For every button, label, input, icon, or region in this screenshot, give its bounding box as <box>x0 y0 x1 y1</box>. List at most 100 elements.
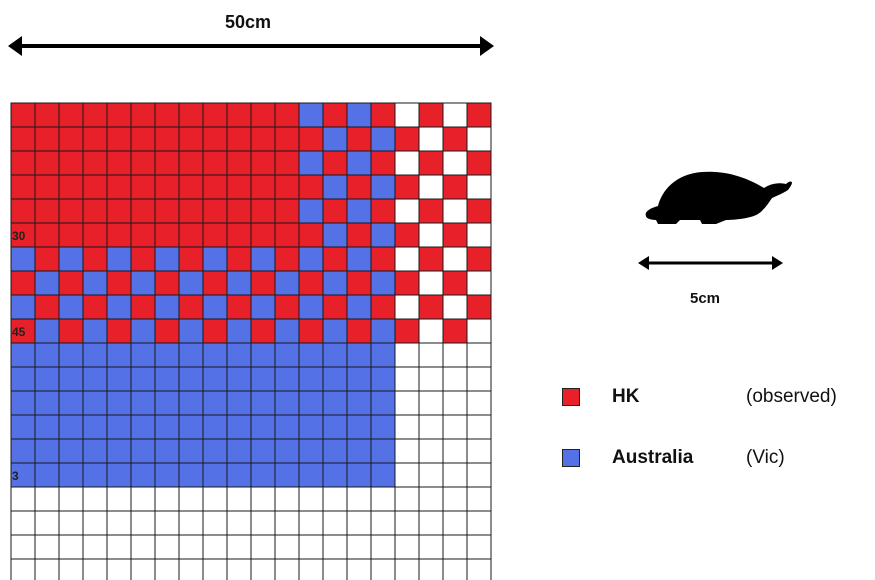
grid-cell <box>178 558 204 580</box>
grid-cell <box>34 150 60 176</box>
grid-cell <box>322 126 348 152</box>
grid-cell <box>298 222 324 248</box>
grid-cell <box>154 390 180 416</box>
grid-cell <box>346 222 372 248</box>
grid-cell <box>34 558 60 580</box>
grid-cell <box>418 270 444 296</box>
grid-cell <box>202 102 228 128</box>
grid-cell <box>346 438 372 464</box>
grid-cell <box>274 558 300 580</box>
grid-cell <box>322 270 348 296</box>
grid-cell <box>370 318 396 344</box>
grid-cell <box>370 414 396 440</box>
grid-cell <box>418 510 444 536</box>
grid-cell <box>106 270 132 296</box>
grid-cell <box>298 462 324 488</box>
grid-cell <box>226 534 252 560</box>
grid-cell <box>418 102 444 128</box>
grid-cell <box>298 486 324 512</box>
grid-cell <box>10 390 36 416</box>
grid-cell <box>370 366 396 392</box>
grid-cell <box>34 294 60 320</box>
grid-cell <box>298 534 324 560</box>
grid-cell <box>274 366 300 392</box>
grid-cell <box>394 414 420 440</box>
grid-cell <box>418 246 444 272</box>
legend-hk-note: (observed) <box>746 386 837 407</box>
grid-cell <box>466 102 492 128</box>
grid-cell <box>298 558 324 580</box>
grid-cell <box>322 102 348 128</box>
turtle-measure-arrow <box>638 256 783 270</box>
grid-cell <box>466 462 492 488</box>
grid-cell <box>250 270 276 296</box>
grid-cell <box>250 246 276 272</box>
grid-cell <box>202 294 228 320</box>
grid-cell <box>442 414 468 440</box>
grid-cell <box>442 222 468 248</box>
grid-cell <box>394 534 420 560</box>
grid-cell <box>106 438 132 464</box>
grid-cell <box>346 246 372 272</box>
grid-cell <box>466 342 492 368</box>
grid-cell <box>82 510 108 536</box>
grid-cell <box>274 462 300 488</box>
grid-cell <box>298 126 324 152</box>
grid-cell <box>154 270 180 296</box>
grid-cell <box>346 318 372 344</box>
grid-cell <box>10 270 36 296</box>
grid-cell <box>58 486 84 512</box>
grid-cell <box>322 150 348 176</box>
grid-cell <box>346 174 372 200</box>
grid-cell <box>250 150 276 176</box>
grid-cell <box>394 462 420 488</box>
grid-cell <box>10 510 36 536</box>
grid-cell <box>178 342 204 368</box>
grid-cell <box>298 246 324 272</box>
grid-cell <box>322 318 348 344</box>
grid-cell <box>82 486 108 512</box>
grid-cell <box>106 246 132 272</box>
grid-cell <box>10 174 36 200</box>
grid-cell <box>250 510 276 536</box>
grid-cell <box>82 246 108 272</box>
grid-cell <box>154 414 180 440</box>
grid-cell <box>322 558 348 580</box>
grid-cell <box>202 150 228 176</box>
grid-cell <box>178 486 204 512</box>
grid-cell <box>418 222 444 248</box>
grid-cell <box>442 102 468 128</box>
grid-cell <box>10 198 36 224</box>
grid-cell <box>418 294 444 320</box>
grid-cell <box>58 342 84 368</box>
grid-cell <box>58 438 84 464</box>
grid-cell <box>418 174 444 200</box>
grid-cell <box>34 174 60 200</box>
grid-cell <box>106 102 132 128</box>
grid-cell <box>370 222 396 248</box>
grid-cell <box>346 462 372 488</box>
grid-cell <box>154 150 180 176</box>
grid-cell <box>274 510 300 536</box>
grid-cell <box>466 222 492 248</box>
grid-cell <box>370 462 396 488</box>
grid-cell <box>418 150 444 176</box>
grid-cell <box>466 270 492 296</box>
grid-cell <box>322 510 348 536</box>
grid-cell <box>466 198 492 224</box>
grid-cell <box>202 558 228 580</box>
grid-cell <box>274 294 300 320</box>
grid-cell <box>250 294 276 320</box>
legend-australia-note: (Vic) <box>746 447 785 468</box>
grid-cell <box>442 390 468 416</box>
top-measure-arrow <box>8 36 494 56</box>
grid-cell <box>274 126 300 152</box>
grid-cell <box>250 366 276 392</box>
grid-cell <box>274 150 300 176</box>
grid-cell <box>418 558 444 580</box>
grid-cell <box>58 534 84 560</box>
grid-cell <box>226 318 252 344</box>
grid-cell <box>106 318 132 344</box>
grid-cell <box>250 102 276 128</box>
